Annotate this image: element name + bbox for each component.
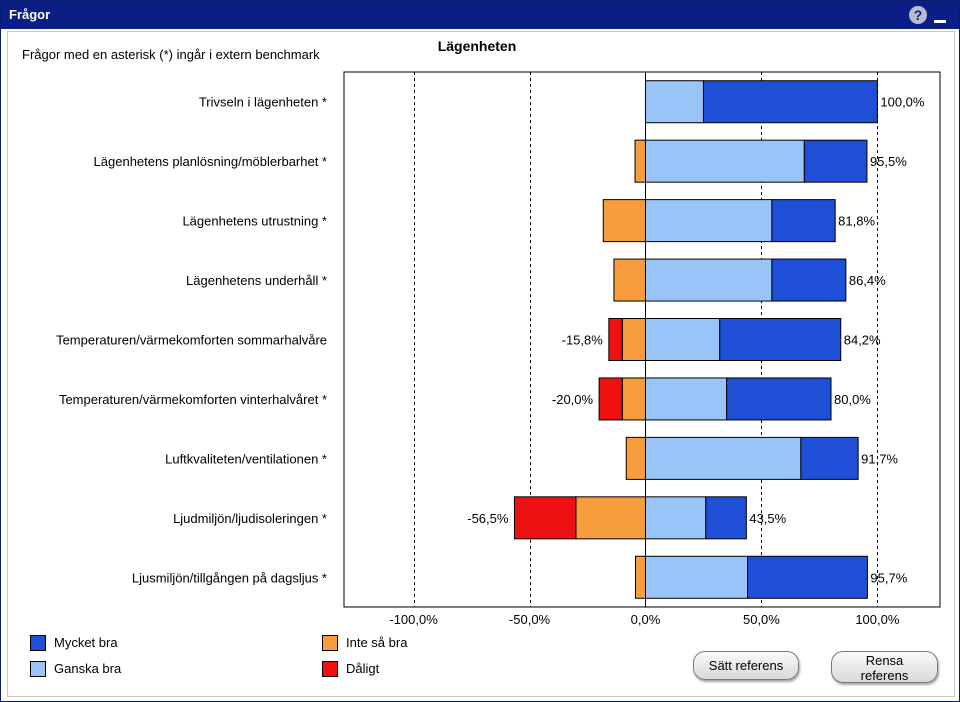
minimize-icon[interactable] xyxy=(934,20,946,23)
category-label: Lägenhetens underhåll * xyxy=(186,273,327,288)
legend-item-inte-sa-bra: Inte så bra xyxy=(322,635,522,653)
bar-segment xyxy=(644,139,805,183)
legend-swatch xyxy=(30,661,46,677)
bar-segment xyxy=(747,555,868,599)
negative-total-label: -20,0% xyxy=(552,392,594,407)
bar-segment xyxy=(513,496,577,540)
bar-segment xyxy=(613,258,646,302)
help-icon[interactable]: ? xyxy=(909,6,927,24)
bar-segment xyxy=(702,80,878,124)
bar-segment xyxy=(800,436,859,480)
positive-total-label: 91,7% xyxy=(861,451,898,466)
legend-label: Inte så bra xyxy=(346,635,408,650)
bar-segment xyxy=(803,139,868,183)
x-tick-label: -50,0% xyxy=(509,612,551,627)
legend-swatch xyxy=(30,635,46,651)
legend-item-ganska-bra: Ganska bra xyxy=(30,661,230,679)
category-label: Temperaturen/värmekomforten vinterhalvår… xyxy=(59,392,327,407)
category-label: Luftkvaliteten/ventilationen * xyxy=(165,451,327,466)
positive-total-label: 81,8% xyxy=(838,214,875,229)
legend-label: Dåligt xyxy=(346,661,380,676)
bar-segment xyxy=(625,436,646,480)
bar-segment xyxy=(771,258,847,302)
bar-segment xyxy=(598,377,623,421)
legend-swatch xyxy=(322,635,338,651)
clear-reference-label-line2: referens xyxy=(860,668,909,683)
bar-segment xyxy=(608,318,623,361)
category-label: Ljudmiljön/ljudisoleringen * xyxy=(173,511,327,526)
positive-total-label: 95,7% xyxy=(870,570,907,585)
negative-total-label: -56,5% xyxy=(467,511,509,526)
negative-total-label: -15,8% xyxy=(562,333,604,348)
set-reference-button[interactable]: Sätt referens xyxy=(693,651,799,680)
window-title: Frågor xyxy=(9,7,51,22)
bar-segment xyxy=(644,436,802,480)
positive-total-label: 43,5% xyxy=(749,511,786,526)
bar-segment xyxy=(644,199,773,243)
bar-segment xyxy=(644,80,704,124)
x-tick-label: 0,0% xyxy=(631,612,661,627)
chart-title: Lägenheten xyxy=(437,38,517,54)
clear-reference-label-line1: Rensa xyxy=(865,653,904,668)
category-label: Lägenhetens planlösning/möblerbarhet * xyxy=(94,154,327,169)
benchmark-note: Frågor med en asterisk (*) ingår i exter… xyxy=(22,47,320,62)
clear-reference-button[interactable]: Rensa referens xyxy=(831,651,938,683)
x-tick-label: 50,0% xyxy=(743,612,780,627)
bar-segment xyxy=(644,496,707,540)
x-tick-label: -100,0% xyxy=(389,612,438,627)
positive-total-label: 86,4% xyxy=(849,273,886,288)
x-tick-label: 100,0% xyxy=(855,612,900,627)
legend-swatch xyxy=(322,661,338,677)
bar-segment xyxy=(575,496,646,540)
bar-segment xyxy=(621,318,646,361)
positive-total-label: 80,0% xyxy=(834,392,871,407)
title-bar: Frågor ? xyxy=(1,1,959,29)
legend-label: Mycket bra xyxy=(54,635,118,650)
bar-segment xyxy=(726,377,832,421)
bar-segment xyxy=(602,199,646,243)
bar-segment xyxy=(644,555,749,599)
positive-total-label: 84,2% xyxy=(844,333,881,348)
bar-segment xyxy=(621,377,646,421)
legend-label: Ganska bra xyxy=(54,661,122,676)
category-label: Temperaturen/värmekomforten sommarhalvår… xyxy=(56,333,327,348)
bar-segment xyxy=(644,258,773,302)
bar-segment xyxy=(644,318,721,361)
category-label: Lägenhetens utrustning * xyxy=(182,214,327,229)
positive-total-label: 95,5% xyxy=(870,154,907,169)
bar-segment xyxy=(634,139,646,183)
positive-total-label: 100,0% xyxy=(880,95,925,110)
bar-segment xyxy=(719,318,842,361)
bar-segment xyxy=(771,199,836,243)
set-reference-label: Sätt referens xyxy=(708,658,784,673)
category-label: Trivseln i lägenheten * xyxy=(199,95,327,110)
bar-segment xyxy=(644,377,728,421)
legend-item-daligt: Dåligt xyxy=(322,661,522,679)
bar-segment xyxy=(705,496,747,540)
bar-segment xyxy=(635,555,646,599)
category-label: Ljusmiljön/tillgången på dagsljus * xyxy=(132,570,327,585)
legend-item-mycket-bra: Mycket bra xyxy=(30,635,230,653)
